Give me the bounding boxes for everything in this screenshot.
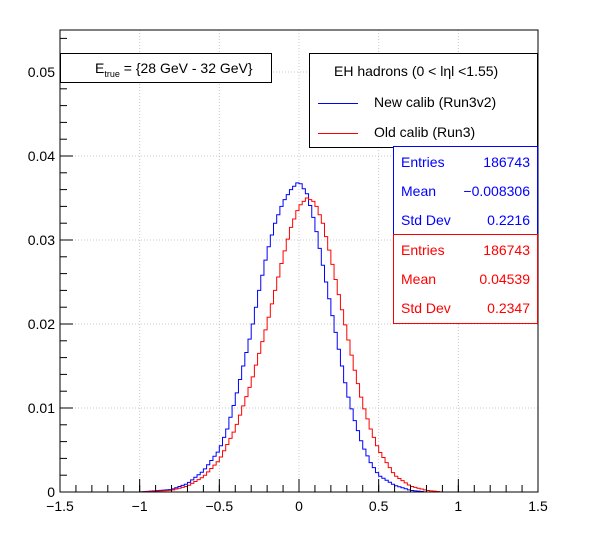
legend-swatch-new [318, 102, 358, 104]
y-tick-label: 0.01 [28, 400, 55, 416]
stats-row: Mean −0.008306 [401, 183, 530, 199]
y-tick-label: 0.02 [28, 316, 55, 332]
grid [60, 30, 538, 492]
x-tick-label: −1 [132, 498, 148, 514]
legend-swatch-old [318, 132, 358, 134]
y-tick-label: 0.04 [28, 148, 55, 164]
stats-row: Entries 186743 [401, 242, 530, 258]
x-tick-label: −1.5 [46, 498, 74, 514]
stats-row: Std Dev 0.2347 [401, 300, 530, 316]
x-tick-label: 0.5 [369, 498, 389, 514]
tick-labels: −1.5 −1 −0.5 0 0.5 1 1.5 0 0.01 0.02 0.03 0.04 0.05 [28, 64, 548, 514]
stats-box-new: Entries 186743 Mean −0.008306 Std Dev 0.221… [393, 146, 538, 236]
x-tick-label: −0.5 [206, 498, 234, 514]
energy-range-label: Etrue = {28 GeV - 32 GeV} [95, 60, 253, 79]
stats-row: Std Dev 0.2216 [401, 212, 530, 228]
legend-header: EH hadrons (0 < lηl <1.55) [334, 63, 499, 79]
x-tick-label: 1 [454, 498, 462, 514]
y-tick-label: 0 [47, 484, 55, 500]
stats-box-old: Entries 186743 Mean 0.04539 Std Dev 0.2347 [393, 234, 538, 324]
legend-entry-old: Old calib (Run3) [318, 124, 475, 140]
y-tick-label: 0.03 [28, 232, 55, 248]
legend-entry-new: New calib (Run3v2) [318, 94, 496, 110]
stats-row: Mean 0.04539 [401, 271, 530, 287]
x-tick-label: 1.5 [528, 498, 548, 514]
stats-row: Entries 186743 [401, 154, 530, 170]
histogram-series [60, 182, 538, 493]
legend: EH hadrons (0 < lηl <1.55) New calib (Ru… [309, 53, 538, 148]
energy-range-box: Etrue = {28 GeV - 32 GeV} [60, 53, 272, 83]
x-tick-label: 0 [295, 498, 303, 514]
y-tick-label: 0.05 [28, 64, 55, 80]
